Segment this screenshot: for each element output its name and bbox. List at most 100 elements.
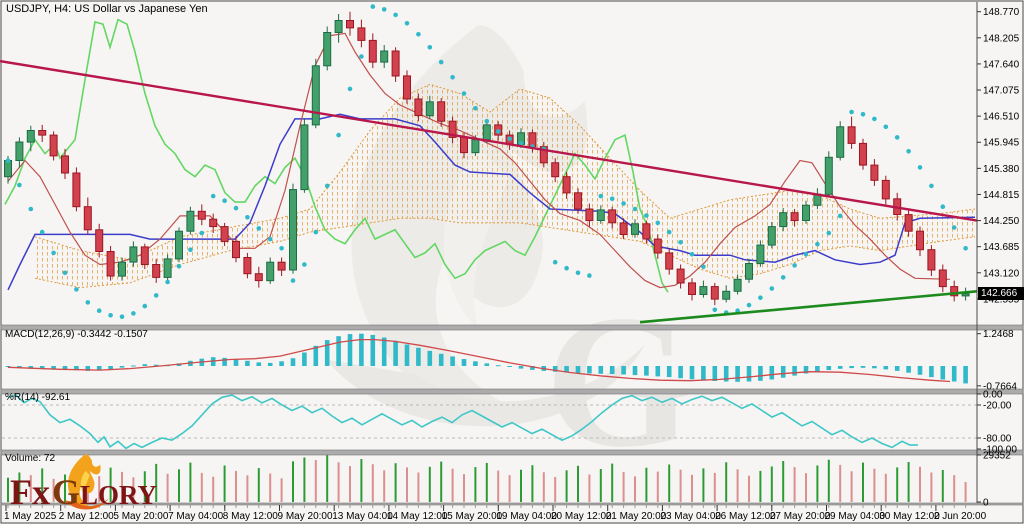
sar-dot xyxy=(712,307,718,313)
sar-dot xyxy=(929,183,934,189)
axis-tick-label: 29352 xyxy=(983,451,1011,462)
candle xyxy=(323,32,332,67)
time-axis-label: 14 May 12:00 xyxy=(387,511,448,522)
sar-dot xyxy=(131,311,136,316)
candle xyxy=(277,261,286,271)
candle xyxy=(562,176,571,194)
candle xyxy=(403,75,411,100)
candle xyxy=(596,209,605,221)
macd-histogram-bar xyxy=(85,366,91,371)
sar-dot xyxy=(906,149,911,154)
sar-dot xyxy=(518,141,524,146)
candle xyxy=(380,50,389,63)
sar-dot xyxy=(632,206,638,212)
sar-dot xyxy=(609,196,615,202)
candle xyxy=(95,229,104,253)
sar-dot xyxy=(245,215,250,220)
wpr-panel-plot[interactable] xyxy=(2,394,977,450)
sar-dot xyxy=(507,136,512,142)
sar-dot xyxy=(701,264,706,270)
sar-dot xyxy=(222,198,227,203)
sar-dot xyxy=(199,230,205,236)
candle xyxy=(346,20,354,29)
candle xyxy=(767,226,776,246)
macd-histogram-bar xyxy=(404,344,410,366)
axis-tick-label: 144.815 xyxy=(983,190,1020,201)
macd-histogram-bar xyxy=(62,366,68,370)
candle xyxy=(676,268,685,284)
time-axis-label: 2 May 12:00 xyxy=(59,511,114,522)
macd-histogram-bar xyxy=(450,356,455,366)
macd-histogram-bar xyxy=(233,359,239,366)
candle xyxy=(733,278,742,292)
kijun-sen-line xyxy=(7,113,976,291)
sar-dot xyxy=(347,86,353,92)
sar-dot xyxy=(575,270,581,276)
candle xyxy=(927,249,936,271)
sar-dot xyxy=(598,193,604,199)
candle xyxy=(448,120,457,138)
sar-dot xyxy=(165,279,170,285)
macd-histogram-bar xyxy=(712,366,718,381)
time-axis-label: 13 May 04:00 xyxy=(332,511,393,522)
candle xyxy=(847,126,856,144)
macd-histogram-bar xyxy=(473,361,478,366)
sar-dot xyxy=(39,229,45,235)
sar-dot xyxy=(883,124,889,130)
macd-histogram-bar xyxy=(108,366,113,370)
macd-histogram-bar xyxy=(438,353,444,366)
candle xyxy=(653,238,662,254)
macd-histogram-bar xyxy=(701,366,706,381)
sar-dot xyxy=(666,229,672,235)
axis-tick-label: 143.120 xyxy=(983,268,1020,279)
candle xyxy=(756,244,765,265)
candle xyxy=(83,206,92,231)
macd-histogram-bar xyxy=(644,366,649,376)
macd-histogram-bar xyxy=(461,359,467,366)
macd-histogram-bar xyxy=(495,365,501,367)
candle xyxy=(163,258,172,278)
macd-histogram-bar xyxy=(815,366,820,372)
macd-histogram-bar xyxy=(951,366,957,382)
candle xyxy=(710,286,719,300)
macd-histogram-bar xyxy=(416,347,421,366)
macd-histogram-bar xyxy=(689,366,695,380)
sar-dot xyxy=(188,247,193,252)
macd-histogram-bar xyxy=(826,366,832,371)
sar-dot xyxy=(370,4,376,9)
candle xyxy=(824,156,833,195)
macd-histogram-bar xyxy=(507,366,512,367)
sar-dot xyxy=(917,165,923,170)
candle xyxy=(460,136,468,154)
logo-text-lory: LORY xyxy=(80,480,157,510)
sar-dot xyxy=(51,250,56,256)
macd-histogram-bar xyxy=(735,366,740,382)
sar-dot xyxy=(28,206,34,212)
sar-dot xyxy=(142,303,148,309)
sar-dot xyxy=(837,213,843,219)
time-axis-label: 1 May 2025 xyxy=(4,511,57,522)
candle xyxy=(916,230,924,251)
sar-dot xyxy=(689,252,695,257)
macd-histogram-bar xyxy=(860,366,866,368)
sar-dot xyxy=(963,246,968,251)
candle xyxy=(140,246,149,265)
macd-panel-plot[interactable] xyxy=(5,333,968,384)
time-axis-label: 15 May 20:00 xyxy=(442,511,503,522)
volume-panel-plot[interactable] xyxy=(7,455,967,502)
candle xyxy=(688,282,696,295)
candle xyxy=(368,39,377,63)
sar-dot xyxy=(119,314,125,320)
macd-histogram-bar xyxy=(598,366,604,374)
macd-histogram-bar xyxy=(723,366,729,382)
macd-histogram-bar xyxy=(370,334,376,366)
axis-tick-label: 147.640 xyxy=(983,59,1020,70)
main-chart-plot[interactable] xyxy=(0,4,978,324)
axis-tick-label: -80.00 xyxy=(983,434,1012,445)
sar-dot xyxy=(267,236,273,242)
macd-histogram-bar xyxy=(530,366,535,370)
time-axis-label: 21 May 20:00 xyxy=(606,511,667,522)
candle xyxy=(357,27,366,41)
candle xyxy=(790,212,799,222)
